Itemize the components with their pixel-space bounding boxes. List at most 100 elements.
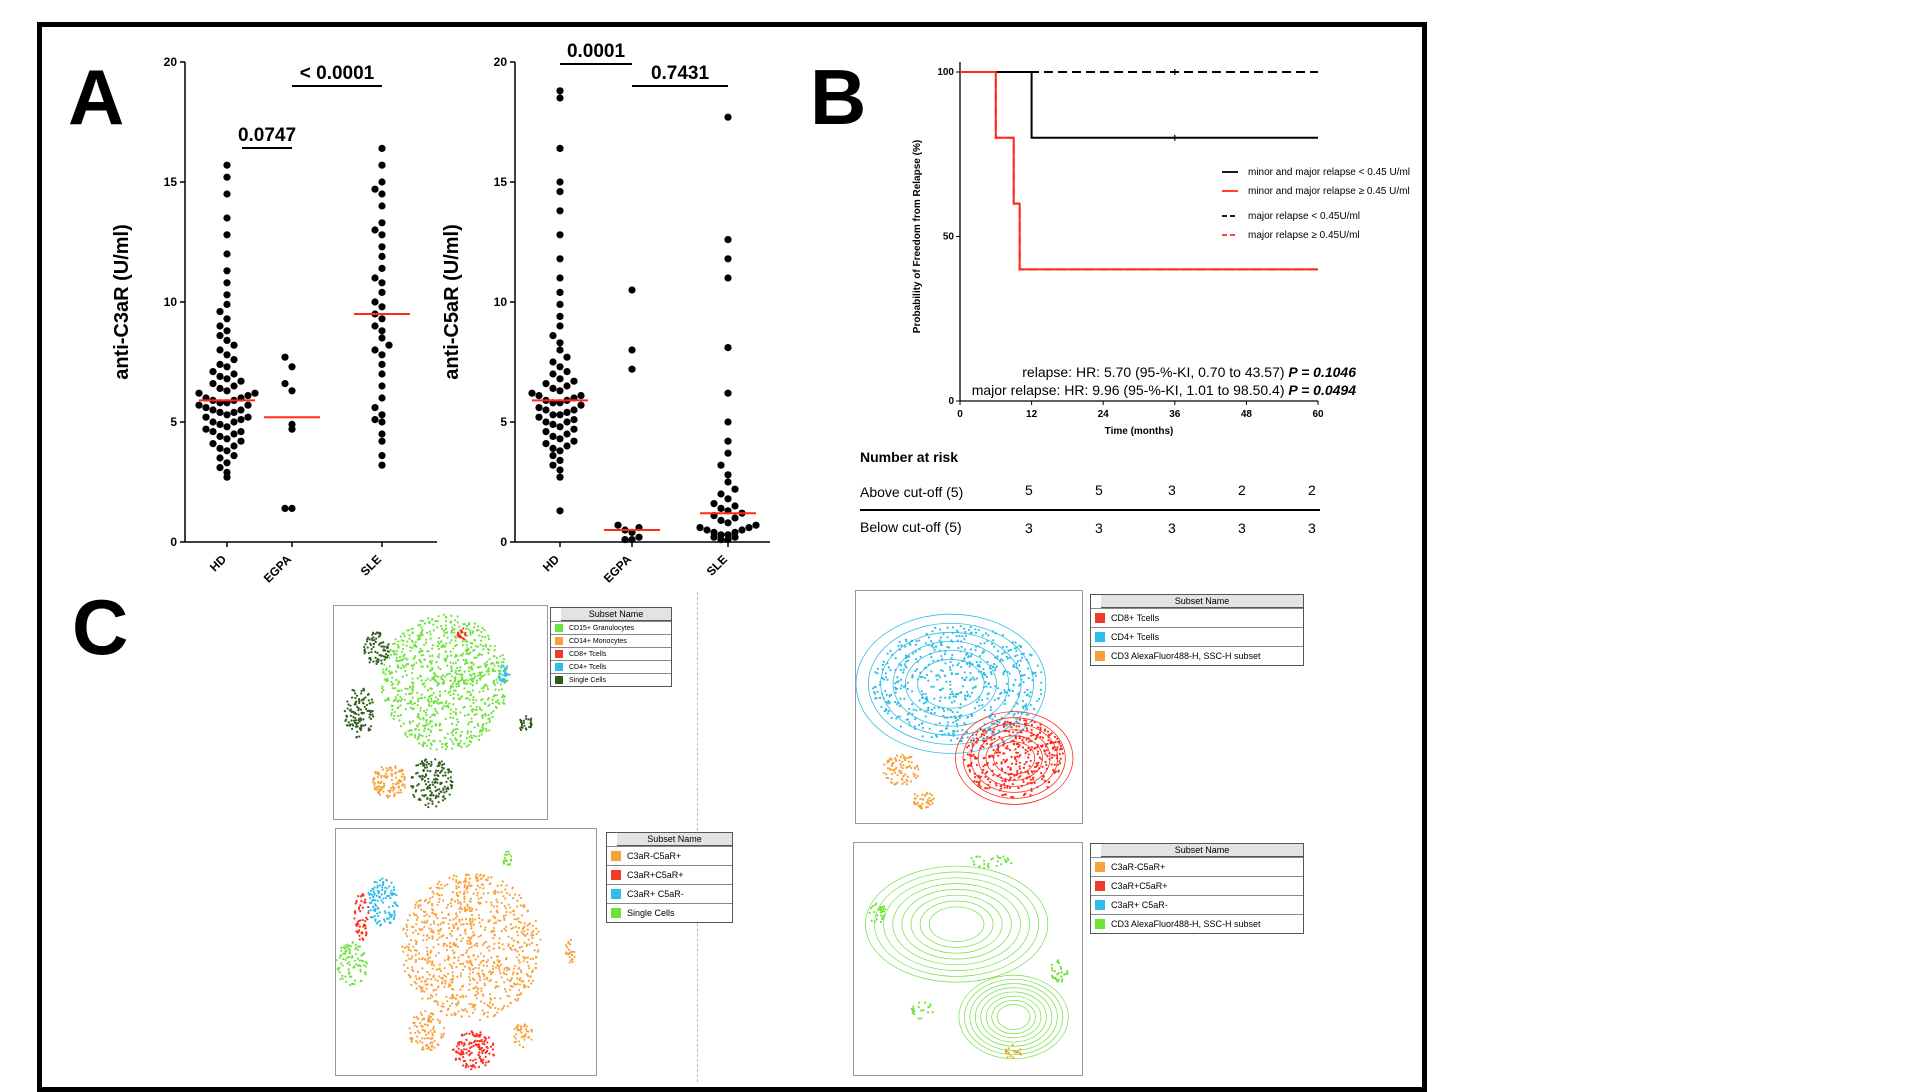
tsne-cell [972, 737, 975, 740]
tsne-cell [355, 694, 359, 697]
tsne-cell [1015, 760, 1018, 763]
data-point [549, 358, 557, 366]
tsne-cell [392, 886, 395, 889]
legend-item: C3aR+C5aR+ [1091, 876, 1303, 895]
tsne-cell [882, 660, 885, 663]
tsne-cell [440, 982, 444, 985]
tsne-cell [467, 666, 470, 669]
tsne-cell [529, 726, 532, 729]
tsne-cell [427, 780, 430, 784]
tsne-cell [500, 688, 504, 691]
tsne-cell [519, 921, 522, 924]
tsne-cell [349, 704, 352, 707]
tsne-cell [426, 983, 429, 986]
tsne-cell [914, 650, 917, 653]
tsne-cell [345, 980, 348, 984]
tsne-cell [468, 956, 471, 959]
tsne-cell [359, 968, 362, 971]
tsne-cell [419, 706, 422, 710]
tsne-cell [460, 923, 463, 926]
data-point [378, 411, 386, 419]
tsne-cell [493, 683, 497, 686]
tsne-cell [907, 655, 910, 658]
tsne-cell [428, 620, 431, 623]
tsne-cell [404, 932, 407, 935]
tsne-contour [991, 999, 1036, 1035]
tsne-cell [530, 931, 534, 934]
tsne-cell [434, 796, 437, 800]
tsne-cell [406, 929, 409, 932]
tsne-cell [406, 640, 409, 643]
tsne-cell [520, 723, 524, 727]
tsne-cell [527, 979, 531, 983]
tsne-cell [345, 715, 349, 718]
tsne-cell [503, 905, 506, 908]
tsne-cell [430, 743, 433, 747]
tsne-cell [894, 782, 897, 786]
tsne-cell [494, 700, 498, 703]
tsne-cell [427, 1016, 430, 1020]
tsne-cell [949, 687, 952, 691]
tsne-cell [479, 643, 482, 646]
tsne-cell [475, 682, 478, 685]
tsne-cell [451, 949, 454, 952]
tsne-cell [379, 786, 382, 789]
data-point [378, 334, 386, 342]
tsne-cell [480, 989, 483, 993]
legend-label: C3aR+C5aR+ [1111, 881, 1168, 891]
tsne-cell [468, 909, 472, 913]
tsne-cell [354, 719, 358, 722]
tsne-cell [392, 789, 395, 792]
tsne-cell [1006, 747, 1009, 750]
tsne-cell [1002, 671, 1005, 674]
tsne-cell [527, 967, 531, 970]
tsne-cell [344, 975, 347, 978]
tsne-cell [992, 857, 995, 860]
tsne-cell [437, 893, 440, 897]
tsne-cell [487, 637, 491, 640]
tsne-cell [478, 1040, 481, 1043]
tsne-cell [441, 674, 445, 677]
tsne-cell [452, 662, 455, 665]
tsne-cell [464, 640, 467, 643]
tsne-cell [418, 1031, 421, 1034]
tsne-cell [509, 855, 513, 858]
tsne-cell [975, 763, 979, 767]
tsne-cell [410, 966, 414, 969]
tsne-cell [1012, 714, 1015, 717]
tsne-contour [874, 871, 1040, 977]
tsne-cell [525, 944, 528, 948]
tsne-cell [391, 893, 394, 897]
tsne-cell [914, 643, 918, 646]
tsne-cell [984, 775, 987, 779]
tsne-cell [356, 931, 359, 934]
legend-label: CD3 AlexaFluor488-H, SSC-H subset [1111, 651, 1261, 661]
data-point [731, 502, 739, 510]
tsne-cell [470, 661, 473, 664]
tsne-cell [416, 691, 419, 694]
tsne-cell [506, 863, 509, 866]
tsne-cell [442, 613, 445, 616]
data-point [731, 528, 739, 537]
tsne-cell [426, 796, 429, 800]
tsne-cell [960, 714, 963, 717]
tsne-cell [422, 654, 425, 657]
tsne-cell [989, 708, 992, 711]
data-point [556, 322, 564, 330]
tsne-cell [410, 681, 414, 684]
tsne-cell [1012, 1056, 1015, 1059]
tsne-cell [912, 1007, 915, 1011]
tsne-cell [1016, 755, 1019, 758]
risk-row-above-label: Above cut-off (5) [860, 484, 964, 500]
tsne-cell [369, 897, 372, 900]
tsne-cell [431, 1018, 435, 1021]
tsne-cell [406, 629, 409, 632]
tsne-cell [458, 673, 461, 676]
tsne-cell [927, 636, 931, 639]
tsne-cell [1025, 722, 1028, 725]
data-point [556, 507, 564, 515]
tsne-cell [425, 1047, 429, 1050]
tsne-cell [416, 1041, 419, 1044]
tsne-cell [449, 687, 452, 690]
tsne-cell [395, 782, 399, 785]
